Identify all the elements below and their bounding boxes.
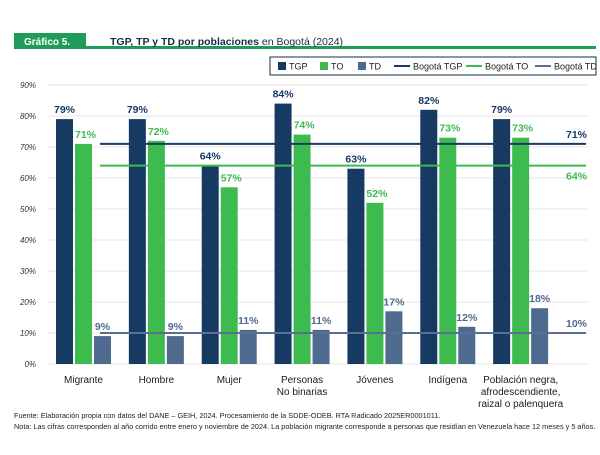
data-label-td: 12%: [456, 312, 478, 324]
bar-td: [166, 336, 184, 364]
figure-tag-box: [14, 33, 86, 49]
footer-source: Fuente: Elaboración propia con datos del…: [14, 411, 441, 420]
data-label-td: 9%: [168, 321, 184, 333]
x-tick-label: raizal o palenquera: [478, 399, 563, 410]
bar-tgp: [420, 109, 438, 364]
bar-tgp: [128, 119, 146, 364]
data-label-td: 9%: [95, 321, 111, 333]
legend-items: TGP TO TD Bogotá TGP Bogotá TO Bogotá TD: [278, 62, 597, 72]
bar-to: [439, 137, 457, 364]
x-tick-label: Población negra,: [483, 375, 558, 386]
bar-to: [293, 134, 311, 364]
bar-tgp: [56, 119, 73, 364]
figure-tag: Gráfico 5.: [24, 37, 70, 48]
y-tick-label: 40%: [20, 236, 36, 245]
data-label-tgp: 82%: [418, 95, 440, 107]
data-label-td: 17%: [383, 296, 405, 308]
bar-tgp: [274, 103, 292, 364]
legend-frame: [269, 56, 597, 76]
bar-td: [385, 311, 403, 364]
legend-swatch-to: [320, 62, 328, 70]
legend-label-td: TD: [369, 62, 381, 72]
legend-label-tgp: TGP: [289, 62, 308, 72]
data-label-tgp: 64%: [200, 151, 222, 163]
data-label-td: 11%: [238, 315, 259, 327]
x-tick-label: Jóvenes: [356, 375, 393, 386]
bar-tgp: [347, 168, 365, 364]
figure-header: Gráfico 5. TGP, TP y TD por poblaciones …: [14, 33, 596, 49]
y-tick-label: 20%: [19, 298, 36, 307]
data-label-to: 52%: [366, 188, 388, 200]
reference-label-bogota-td: 10%: [566, 318, 588, 330]
bar-to: [366, 202, 384, 364]
y-tick-label: 80%: [20, 112, 36, 121]
x-tick-label: afrodescendiente,: [481, 387, 561, 398]
data-label-to: 57%: [221, 172, 243, 184]
footer-note: Nota: Las cifras corresponden al año cor…: [14, 422, 596, 431]
bar-to: [512, 137, 530, 364]
bar-to: [220, 187, 238, 364]
data-label-td: 18%: [529, 293, 551, 305]
bar-td: [94, 336, 111, 364]
x-tick-label: No binarias: [277, 387, 328, 398]
x-tick-label: Personas: [281, 375, 323, 386]
footer: Fuente: Elaboración propia con datos del…: [14, 410, 596, 432]
y-tick-label: 50%: [20, 205, 36, 214]
y-axis: 0% 10% 20% 30% 40% 50% 60% 70% 80% 90%: [19, 81, 36, 369]
bar-td: [239, 329, 257, 364]
legend: TGP TO TD Bogotá TGP Bogotá TO Bogotá TD: [269, 56, 597, 76]
bar-td: [312, 329, 330, 364]
bar-tgp: [201, 165, 219, 364]
y-tick-label: 60%: [20, 174, 36, 183]
y-tick-label: 0%: [24, 360, 36, 369]
y-tick-label: 30%: [20, 267, 36, 276]
data-label-tgp: 79%: [54, 104, 76, 116]
bar-td: [531, 308, 549, 364]
x-tick-label: Mujer: [217, 375, 243, 386]
bars: [56, 103, 549, 364]
reference-lines: 71% 64% 10%: [100, 129, 588, 334]
header-underline: [14, 46, 596, 49]
data-label-to: 73%: [439, 123, 461, 135]
legend-label-bogota-to: Bogotá TO: [485, 62, 528, 72]
data-label-tgp: 84%: [273, 89, 295, 101]
bar-to: [75, 143, 92, 364]
data-label-tgp: 63%: [345, 154, 367, 166]
figure-title: TGP, TP y TD por poblaciones en Bogotá (…: [110, 36, 343, 48]
legend-swatch-tgp: [278, 62, 286, 70]
data-label-to: 72%: [148, 126, 170, 138]
reference-label-bogota-to: 64%: [566, 171, 588, 183]
y-tick-label: 90%: [20, 81, 36, 90]
x-tick-label: Indígena: [428, 375, 467, 386]
data-label-to: 73%: [512, 123, 534, 135]
reference-label-bogota-tgp: 71%: [566, 129, 588, 141]
bar-to: [147, 140, 165, 364]
legend-label-to: TO: [331, 62, 343, 72]
figure-title-rest: en Bogotá (2024): [262, 36, 343, 48]
bar-td: [458, 326, 476, 364]
legend-swatch-td: [358, 62, 366, 70]
y-tick-label: 70%: [20, 143, 36, 152]
legend-label-bogota-tgp: Bogotá TGP: [413, 62, 462, 72]
data-label-to: 74%: [294, 120, 316, 132]
x-tick-label: Hombre: [139, 375, 175, 386]
x-tick-label: Migrante: [64, 375, 103, 386]
legend-label-bogota-td: Bogotá TD: [554, 62, 597, 72]
data-label-tgp: 79%: [491, 104, 513, 116]
data-label-td: 11%: [311, 315, 332, 327]
bar-labels: 79% 71% 9% 79% 72% 9% 64% 57% 11% 84% 74% 11% 63% 52%…: [54, 89, 551, 334]
y-tick-label: 10%: [20, 329, 36, 338]
bar-tgp: [493, 119, 511, 364]
data-label-to: 71%: [75, 129, 97, 141]
data-label-tgp: 79%: [127, 104, 149, 116]
figure-title-bold: TGP, TP y TD por poblaciones: [110, 36, 259, 48]
